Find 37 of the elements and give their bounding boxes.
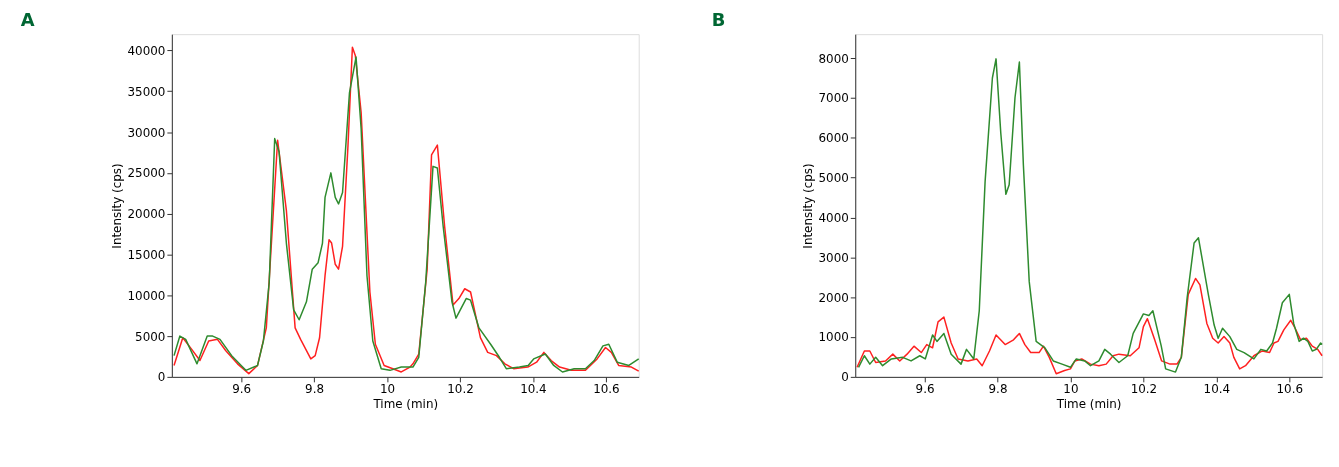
x-tick-label: 10 <box>379 382 396 397</box>
x-tick-label: 10.6 <box>593 382 620 397</box>
y-tick-label: 10000 <box>127 288 166 303</box>
y-tick-label: 2000 <box>818 290 849 305</box>
y-tick-label: 35000 <box>127 84 166 99</box>
x-axis-title: Time (min) <box>372 397 439 412</box>
x-axis-title: Time (min) <box>1055 397 1122 412</box>
y-tick-label: 8000 <box>818 51 849 66</box>
x-tick-label: 10 <box>1063 382 1079 397</box>
y-tick-label: 0 <box>157 370 166 385</box>
y-axis-title: Intensity (cps) <box>800 163 815 249</box>
y-tick-label: 40000 <box>127 43 166 58</box>
y-tick-label: 20000 <box>127 207 166 222</box>
y-tick-label: 30000 <box>127 125 166 140</box>
y-tick-label: 5000 <box>135 329 166 344</box>
y-tick-label: 4000 <box>818 210 849 225</box>
y-tick-label: 1000 <box>818 330 849 345</box>
y-tick-label: 0 <box>841 370 849 385</box>
y-axis-title: Intensity (cps) <box>109 163 124 249</box>
x-tick-label: 9.8 <box>988 382 1008 397</box>
line-series <box>857 58 1323 373</box>
x-tick-label: 9.8 <box>305 382 325 397</box>
y-tick-label: 6000 <box>818 131 849 146</box>
y-tick-label: 7000 <box>818 91 849 106</box>
x-tick-label: 10.4 <box>520 382 547 397</box>
y-tick-label: 5000 <box>818 171 849 186</box>
y-tick-label: 15000 <box>127 247 166 262</box>
y-tick-label: 25000 <box>127 166 166 181</box>
y-tick-label: 3000 <box>818 250 849 265</box>
x-tick-label: 10.4 <box>1203 382 1231 397</box>
text: A <box>20 9 35 31</box>
x-tick-label: 10.2 <box>1130 382 1158 397</box>
x-tick-label: 10.2 <box>447 382 474 397</box>
x-tick-label: 10.6 <box>1276 382 1304 397</box>
x-tick-label: 9.6 <box>915 382 935 397</box>
x-tick-label: 9.6 <box>232 382 252 397</box>
chart-title: B <box>711 9 726 31</box>
